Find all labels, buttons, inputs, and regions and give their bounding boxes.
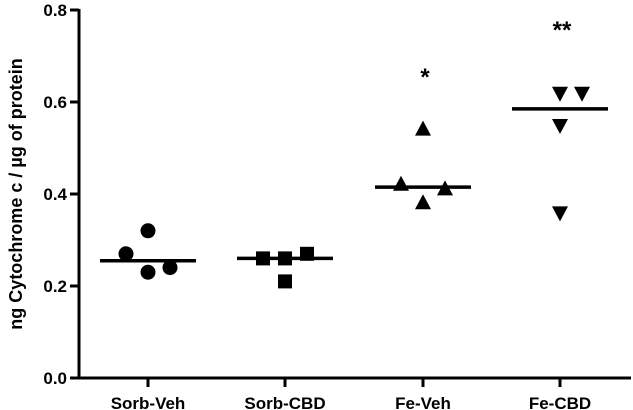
y-tick-label: 0.6 xyxy=(43,93,67,112)
series-fe-cbd: ** xyxy=(512,17,608,222)
data-point-triangle-down xyxy=(574,86,590,102)
x-tick-label: Sorb-CBD xyxy=(244,394,325,410)
data-point-square xyxy=(300,246,314,261)
data-point-triangle-down xyxy=(552,206,568,222)
y-tick-label: 0.8 xyxy=(43,1,67,20)
y-tick-label: 0.2 xyxy=(43,277,67,296)
series-fe-veh: * xyxy=(375,64,471,210)
x-tick-label: Fe-CBD xyxy=(529,394,591,410)
data-point-triangle-up xyxy=(415,194,431,210)
data-point-triangle-up xyxy=(393,175,409,191)
data-point-square xyxy=(278,274,292,289)
significance-marker: * xyxy=(420,64,430,91)
x-tick-label: Fe-Veh xyxy=(395,394,451,410)
data-point-triangle-up xyxy=(415,120,431,136)
data-point-square xyxy=(256,251,270,266)
significance-marker: ** xyxy=(553,17,572,44)
series-sorb-veh xyxy=(100,223,196,280)
y-tick-label: 0.0 xyxy=(43,369,67,388)
x-tick-label: Sorb-Veh xyxy=(111,394,186,410)
data-point-circle xyxy=(118,246,134,262)
data-point-triangle-down xyxy=(552,86,568,102)
data-point-square xyxy=(278,251,292,266)
data-point-circle xyxy=(162,260,178,276)
series-sorb-cbd xyxy=(237,246,333,289)
data-point-triangle-up xyxy=(437,180,453,196)
data-point-triangle-down xyxy=(552,119,568,134)
x-axis: Sorb-Veh Sorb-CBD Fe-Veh Fe-CBD xyxy=(77,376,631,410)
data-point-circle xyxy=(140,264,156,280)
y-axis: 0.0 0.2 0.4 0.6 0.8 xyxy=(43,1,81,388)
y-tick-label: 0.4 xyxy=(43,185,67,204)
data-point-circle xyxy=(140,223,156,239)
y-axis-title: ng Cytochrome c / µg of protein xyxy=(6,58,26,329)
